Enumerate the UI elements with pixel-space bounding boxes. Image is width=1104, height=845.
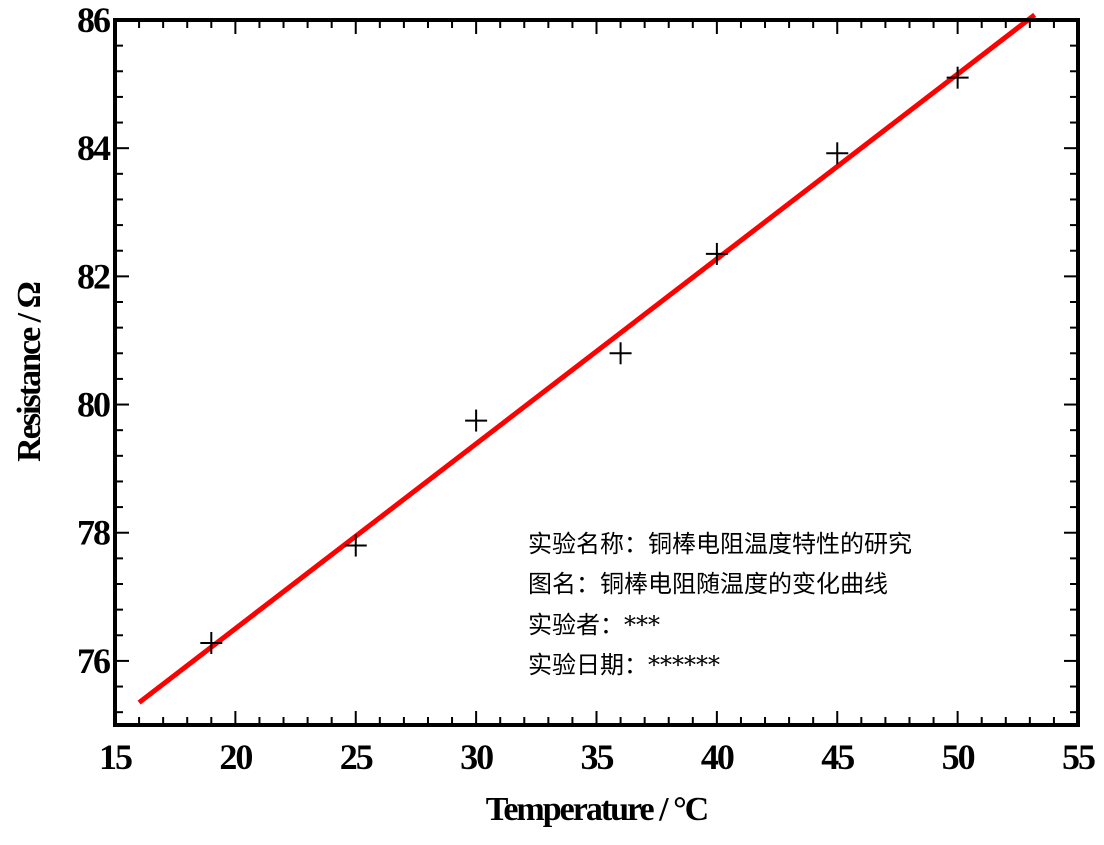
y-tick-label: 78: [77, 513, 110, 553]
x-tick-label: 15: [99, 737, 132, 777]
y-tick-label: 86: [77, 0, 110, 40]
annotation-date: 实验日期：******: [528, 651, 720, 679]
data-point: [946, 66, 969, 89]
x-tick-label: 50: [942, 737, 975, 777]
plot-frame: [113, 18, 1080, 727]
annotation-block: 实验名称：铜棒电阻温度特性的研究 图名：铜棒电阻随温度的变化曲线 实验者：***…: [528, 530, 912, 679]
y-axis-title: Resistance / Ω: [11, 282, 48, 461]
x-tick-label: 35: [581, 737, 614, 777]
fit-line-layer: [137, 12, 1037, 705]
x-tick-label: 30: [460, 737, 493, 777]
annotation-experimenter: 实验者：***: [528, 611, 660, 639]
data-points-layer: [200, 66, 969, 654]
y-tick-label: 76: [77, 641, 110, 681]
annotation-figure-name: 图名：铜棒电阻随温度的变化曲线: [528, 570, 888, 598]
data-point: [465, 409, 488, 432]
data-point: [609, 342, 632, 365]
annotation-experiment-name: 实验名称：铜棒电阻温度特性的研究: [528, 530, 912, 558]
x-tick-label: 20: [219, 737, 252, 777]
y-tick-label: 84: [77, 128, 111, 168]
x-tick-label: 25: [340, 737, 373, 777]
fit-line: [137, 12, 1037, 705]
x-axis-title: Temperature / °C: [486, 791, 707, 828]
y-tick-label: 80: [77, 385, 110, 425]
x-tick-label: 40: [701, 737, 734, 777]
data-point: [200, 631, 223, 654]
tick-labels-layer: 15 20 25 30 35 40 45 50 55 76 78 80 82 84 86: [77, 0, 1097, 777]
y-tick-label: 82: [77, 256, 110, 296]
data-point: [826, 142, 849, 165]
x-tick-label: 55: [1062, 737, 1095, 777]
data-point: [344, 534, 367, 557]
data-point: [705, 242, 728, 265]
x-tick-label: 45: [821, 737, 854, 777]
